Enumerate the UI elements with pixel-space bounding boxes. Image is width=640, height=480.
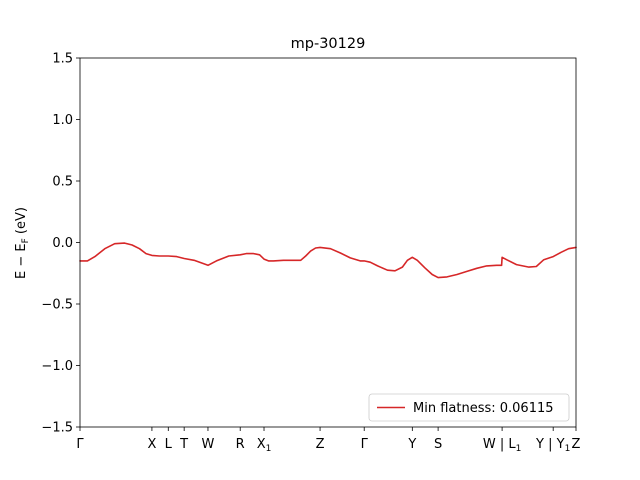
y-tick-label: 1.0 [52, 113, 73, 128]
y-tick-label: −0.5 [41, 298, 73, 313]
y-axis-label: E − EF (eV) [14, 207, 31, 279]
x-tick-label: W [202, 437, 215, 452]
x-tick-label: R [236, 437, 245, 452]
chart-title: mp-30129 [291, 36, 366, 52]
x-tick-label: X1 [257, 437, 272, 454]
legend: Min flatness: 0.06115 [368, 393, 570, 422]
legend-box [368, 393, 570, 422]
x-tick-label: L [165, 437, 173, 452]
band-line [79, 242, 577, 279]
x-tick-label: X [147, 437, 156, 452]
x-tick-label: T [179, 437, 188, 452]
plot-frame [79, 57, 577, 428]
legend-label: Min flatness: 0.06115 [413, 401, 554, 416]
y-tick-label: −1.0 [41, 359, 73, 374]
x-tick-label: Y | Y1 [535, 437, 570, 454]
x-tick-label: Z [316, 437, 325, 452]
x-tick-label: W | L1 [483, 437, 521, 454]
x-tick-label: Y [407, 437, 416, 452]
x-tick-label: S [434, 437, 442, 452]
x-tick-label: Γ [76, 437, 84, 452]
y-tick-label: 1.5 [52, 52, 73, 67]
x-tick-label: Z [572, 437, 581, 452]
y-tick-label: −1.5 [41, 421, 73, 436]
y-tick-label: 0.5 [52, 175, 73, 190]
x-tick-label: Γ [361, 437, 369, 452]
plot-area: 1.51.00.50.0−0.5−1.0−1.5Γ X L T W R X1 Z Γ Y S W | … [41, 52, 580, 455]
y-tick-label: 0.0 [52, 236, 73, 251]
